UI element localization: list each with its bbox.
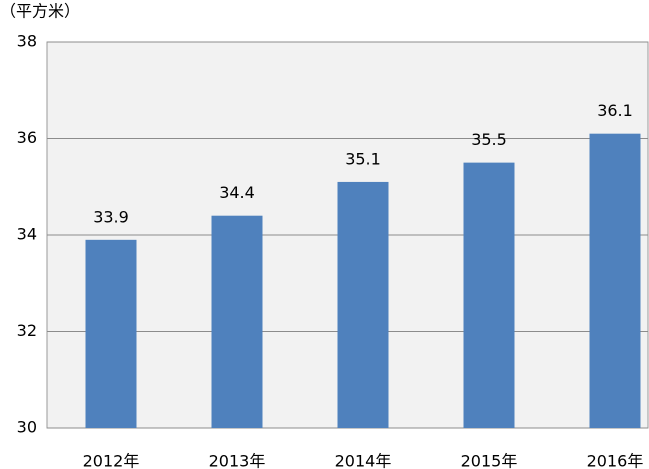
data-label: 36.1: [597, 101, 633, 120]
y-tick-label: 30: [17, 418, 37, 437]
y-axis-label: （平方米）: [0, 2, 80, 21]
y-tick-label: 32: [17, 321, 37, 340]
bar: [589, 133, 641, 429]
y-tick-label: 36: [17, 128, 37, 147]
y-tick-label: 38: [17, 32, 37, 51]
bar: [337, 181, 389, 428]
data-label: 35.5: [471, 130, 507, 149]
bar: [463, 162, 515, 428]
data-label: 34.4: [219, 183, 255, 202]
data-label: 33.9: [93, 207, 129, 226]
y-tick-label: 34: [17, 225, 37, 244]
x-tick-label: 2016年: [587, 452, 644, 469]
bar: [211, 215, 263, 428]
x-tick-label: 2012年: [83, 452, 140, 469]
x-tick-label: 2014年: [335, 452, 392, 469]
x-tick-label: 2015年: [461, 452, 518, 469]
bar: [85, 239, 137, 428]
x-tick-label: 2013年: [209, 452, 266, 469]
data-label: 35.1: [345, 149, 381, 168]
